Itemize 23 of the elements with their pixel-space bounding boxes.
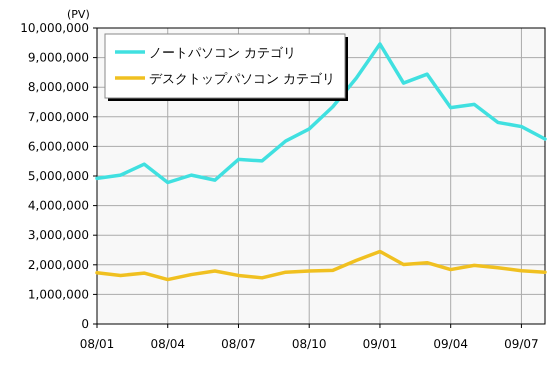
y-tick-label: 5,000,000 bbox=[28, 169, 89, 183]
legend-label: デスクトップパソコン カテゴリ bbox=[149, 72, 336, 87]
line-series bbox=[95, 42, 547, 184]
y-axis-title: (PV) bbox=[67, 8, 90, 21]
y-tick-label: 1,000,000 bbox=[28, 287, 89, 302]
x-tick-label: 08/07 bbox=[221, 337, 256, 351]
x-tick-label: 08/01 bbox=[80, 337, 114, 351]
y-tick-label: 3,000,000 bbox=[28, 228, 89, 242]
y-tick-label: 2,000,000 bbox=[28, 258, 89, 272]
x-tick-label: 08/10 bbox=[292, 337, 327, 351]
x-tick-label: 09/01 bbox=[362, 337, 398, 351]
y-tick-label: 0 bbox=[81, 317, 89, 331]
line-series bbox=[95, 250, 547, 282]
x-tick-label: 09/04 bbox=[433, 337, 468, 351]
y-tick-label: 10,000,000 bbox=[20, 21, 89, 35]
y-tick-label: 9,000,000 bbox=[28, 50, 89, 65]
y-tick-label: 4,000,000 bbox=[28, 198, 89, 213]
legend-label: ノートパソコン カテゴリ bbox=[149, 46, 296, 61]
y-tick-label: 8,000,000 bbox=[28, 80, 89, 94]
x-tick-label: 08/04 bbox=[150, 337, 186, 351]
y-tick-label: 6,000,000 bbox=[28, 139, 89, 154]
x-tick-label: 09/07 bbox=[504, 337, 539, 351]
y-tick-label: 7,000,000 bbox=[28, 110, 89, 124]
